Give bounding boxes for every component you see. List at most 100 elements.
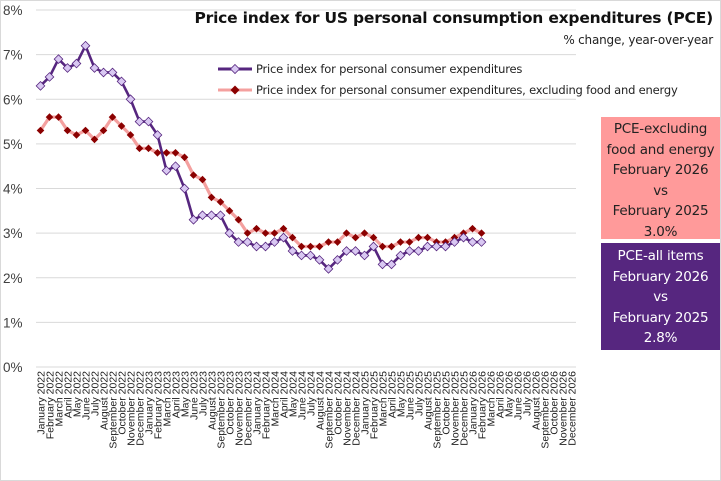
data-point-marker	[35, 80, 46, 91]
data-point-marker	[216, 198, 225, 206]
data-point-marker	[387, 242, 396, 251]
data-point-marker	[125, 94, 136, 105]
data-point-marker	[117, 122, 126, 130]
data-point-marker	[99, 126, 108, 135]
data-point-marker	[377, 259, 388, 270]
data-point-marker	[315, 242, 324, 251]
data-point-marker	[413, 246, 424, 256]
data-point-marker	[251, 241, 262, 252]
x-tick-label: December 2024	[351, 371, 363, 446]
x-tick-label: April 2026	[495, 371, 507, 418]
callout-core-line: February 2025	[612, 203, 709, 219]
data-point-marker	[179, 183, 190, 194]
data-point-marker	[72, 131, 81, 139]
chart-subtitle: % change, year-over-year	[563, 33, 713, 47]
callout-all-line: vs	[653, 289, 668, 305]
x-tick-label: August 2023	[207, 371, 219, 430]
y-tick-label: 0%	[3, 360, 23, 375]
data-point-marker	[225, 207, 234, 215]
x-tick-label: November 2024	[342, 371, 354, 446]
data-point-marker	[243, 229, 252, 237]
x-tick-label: January 2026	[468, 371, 480, 435]
x-tick-label: June 2025	[405, 371, 417, 420]
data-point-marker	[53, 54, 64, 64]
x-tick-label: June 2022	[81, 371, 93, 420]
data-point-marker	[332, 255, 343, 265]
series-lines	[35, 40, 487, 274]
data-point-marker	[153, 149, 162, 157]
x-tick-label: March 2026	[486, 371, 498, 427]
y-axis-tick-labels: 0% 1% 2% 3% 4% 5% 6% 7% 8%	[3, 3, 23, 375]
data-point-marker	[54, 113, 63, 121]
data-point-marker	[107, 67, 118, 78]
data-point-marker	[378, 242, 387, 251]
data-point-marker	[368, 241, 379, 252]
data-point-marker	[369, 233, 378, 242]
x-tick-label: November 2023	[234, 371, 246, 446]
y-tick-label: 5%	[3, 137, 23, 152]
x-tick-label: May 2024	[288, 371, 300, 417]
x-tick-label: November 2022	[126, 371, 138, 446]
data-point-marker	[350, 246, 361, 256]
data-point-marker	[297, 242, 306, 251]
data-point-marker	[188, 214, 199, 225]
x-tick-label: August 2022	[99, 371, 111, 430]
data-point-marker	[108, 113, 117, 121]
x-tick-label: April 2024	[279, 371, 291, 418]
data-point-marker	[288, 233, 297, 242]
data-point-marker	[467, 237, 478, 247]
data-point-marker	[341, 246, 352, 256]
y-tick-label: 1%	[3, 315, 23, 330]
legend-swatch-core	[218, 85, 252, 94]
data-point-marker	[404, 246, 415, 256]
data-point-marker	[296, 250, 307, 261]
data-point-marker	[414, 233, 423, 242]
x-tick-label: July 2025	[414, 371, 426, 416]
data-point-marker	[260, 241, 271, 252]
x-tick-label: November 2026	[558, 371, 570, 446]
data-point-marker	[224, 228, 235, 238]
x-tick-label: September 2026	[540, 371, 552, 449]
x-tick-label: January 2023	[144, 371, 156, 435]
data-point-marker	[36, 126, 45, 135]
x-tick-label: June 2026	[513, 371, 525, 420]
data-point-marker	[98, 67, 109, 78]
y-tick-label: 6%	[3, 92, 23, 107]
x-tick-label: February 2026	[477, 371, 489, 439]
callout-all-line: PCE-all items	[617, 248, 704, 264]
data-point-marker	[152, 130, 163, 140]
x-tick-label: August 2025	[423, 371, 435, 430]
data-point-marker	[198, 175, 207, 184]
x-tick-label: July 2022	[90, 371, 102, 416]
data-point-marker	[324, 238, 333, 246]
y-tick-label: 3%	[3, 226, 23, 241]
series-pce-all-items	[35, 40, 487, 274]
chart-title: Price index for US personal consumption …	[194, 9, 713, 27]
data-point-marker	[270, 229, 279, 237]
data-point-marker	[360, 229, 369, 237]
data-point-marker	[206, 210, 217, 221]
x-tick-label: March 2022	[54, 371, 66, 427]
x-tick-label: December 2025	[459, 371, 471, 446]
legend: Price index for personal consumer expend…	[218, 58, 678, 100]
series-line	[39, 115, 483, 249]
x-tick-label: March 2025	[378, 371, 390, 427]
legend-swatch-pce	[218, 63, 252, 74]
callout-all-line: February 2025	[612, 309, 709, 326]
callout-core-value: 3.0%	[643, 223, 678, 240]
legend-item-pce: Price index for personal consumer expend…	[218, 58, 678, 79]
data-point-marker	[81, 126, 90, 135]
data-point-marker	[116, 76, 127, 87]
x-tick-label: September 2022	[108, 371, 120, 449]
data-point-marker	[458, 232, 469, 243]
data-point-marker	[234, 215, 243, 224]
data-point-marker	[278, 232, 289, 243]
data-point-marker	[189, 171, 198, 179]
callout-core-pce: PCE-excluding food and energy February 2…	[601, 117, 720, 240]
data-point-marker	[197, 210, 208, 221]
data-point-marker	[135, 144, 144, 153]
x-tick-label: April 2023	[171, 371, 183, 418]
y-tick-label: 8%	[3, 3, 23, 18]
data-point-marker	[405, 238, 414, 246]
data-point-marker	[351, 233, 360, 242]
